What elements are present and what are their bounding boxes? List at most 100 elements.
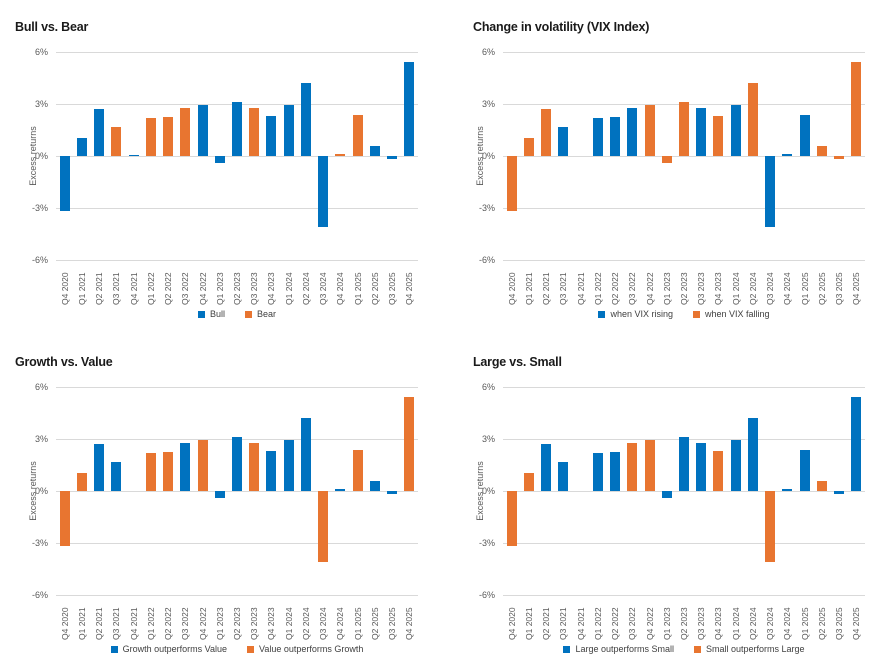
gridline [503,208,865,209]
y-tick-label: 0% [481,486,495,496]
bar-q2-2023 [679,437,689,491]
bar-q1-2022 [145,452,156,491]
legend: when VIX rising when VIX falling [503,309,865,319]
x-tick-label: Q4 2020 [506,272,517,305]
bar-q4-2022 [197,439,208,491]
bar-q3-2024 [765,156,776,228]
bar-q3-2022 [627,443,638,491]
bar-q1-2022 [145,117,156,156]
x-tick-label: Q4 2024 [782,607,793,640]
legend-swatch [110,645,118,653]
bar-q3-2022 [180,108,191,156]
y-tick-label: 6% [34,382,48,392]
bar-q3-2023 [696,443,707,491]
bar-q3-2024 [318,156,329,228]
bar-q1-2024 [730,439,741,491]
legend-label: Value outperforms Growth [259,644,364,654]
y-tick-label: 0% [34,486,48,496]
x-tick-label: Q1 2023 [661,272,672,305]
bar-q1-2024 [283,104,294,156]
legend-label: when VIX rising [610,309,673,319]
bar-q1-2022 [592,452,603,491]
x-tick-label: Q2 2025 [369,607,380,640]
bar-q2-2021 [94,444,105,491]
x-tick-label: Q4 2021 [575,607,586,640]
x-tick-label: Q3 2022 [627,607,638,640]
legend-swatch [245,310,252,318]
y-tick-label: -3% [31,203,48,213]
legend-item: Large outperforms Small [563,644,674,654]
bar-q1-2023 [661,156,672,163]
x-tick-label: Q3 2022 [180,272,191,305]
x-tick-label: Q3 2023 [696,607,707,640]
x-tick-label: Q3 2025 [387,272,398,305]
chart-title: Bull vs. Bear [15,20,89,34]
bar-q3-2022 [180,443,191,491]
x-tick-label: Q1 2021 [76,607,87,640]
zero-gridline [503,491,865,492]
x-tick-label: Q4 2022 [644,272,655,305]
bar-q3-2021 [111,126,122,156]
x-tick-label: Q2 2021 [541,607,552,640]
bar-q2-2022 [163,117,174,156]
legend: Bull Bear [56,309,418,319]
bar-q1-2025 [352,115,363,156]
bar-q1-2021 [76,137,87,156]
chart-bull-vs-bear: Bull vs. Bear Excess returns 6% 3% 0% -3% -6… [0,0,447,335]
x-tick-label: Q1 2024 [283,607,294,640]
bar-q2-2024 [300,83,311,156]
x-tick-label: Q3 2025 [834,607,845,640]
bar-q4-2024 [782,154,793,156]
legend-swatch [692,310,700,318]
x-tick-label: Q2 2023 [679,607,689,640]
bar-q3-2023 [696,108,707,156]
x-tick-label: Q2 2022 [610,607,621,640]
legend-label: Bull [209,309,225,319]
x-tick-label: Q2 2025 [816,607,827,640]
x-tick-label: Q1 2022 [145,272,156,305]
x-tick-label: Q1 2025 [799,607,810,640]
plot-area [56,52,418,261]
x-tick-label: Q2 2021 [94,272,105,305]
y-tick-label: -6% [478,255,495,265]
plot-area [56,387,418,596]
x-tick-label: Q1 2021 [523,607,534,640]
x-tick-label: Q1 2023 [214,272,225,305]
bar-q4-2020 [506,156,517,211]
x-tick-label: Q4 2020 [59,607,70,640]
x-tick-label: Q3 2023 [249,607,260,640]
y-tick-label: -3% [478,538,495,548]
x-tick-label: Q2 2022 [163,607,174,640]
x-tick-label: Q1 2025 [799,272,810,305]
bar-q3-2025 [387,491,398,495]
bar-q2-2025 [369,480,380,491]
legend: Large outperforms Small Small outperforms… [503,644,865,654]
gridline [56,260,418,261]
bar-q1-2021 [523,137,534,156]
gridline [503,260,865,261]
y-tick-label: -3% [31,538,48,548]
bar-q2-2022 [610,452,621,491]
bar-q4-2025 [851,61,862,156]
x-tick-label: Q4 2025 [851,607,862,640]
bar-q1-2023 [214,156,225,163]
bar-q3-2025 [387,156,398,160]
legend-item: when VIX rising [598,309,673,319]
bar-q2-2025 [369,145,380,156]
y-tick-label: -6% [31,590,48,600]
x-tick-label: Q3 2025 [387,607,398,640]
y-tick-label: 6% [34,47,48,57]
x-tick-label: Q1 2022 [592,272,603,305]
bar-q3-2021 [558,126,569,156]
zero-gridline [503,156,865,157]
bar-q4-2022 [644,439,655,491]
x-tick-label: Q4 2024 [335,607,346,640]
legend-item: Value outperforms Growth [247,644,363,654]
bar-q4-2020 [59,491,70,546]
gridline [503,595,865,596]
x-tick-label: Q2 2023 [232,272,242,305]
x-tick-label: Q2 2022 [163,272,174,305]
x-tick-label: Q2 2025 [816,272,827,305]
x-tick-label: Q4 2025 [404,607,415,640]
x-tick-label: Q3 2022 [627,272,638,305]
